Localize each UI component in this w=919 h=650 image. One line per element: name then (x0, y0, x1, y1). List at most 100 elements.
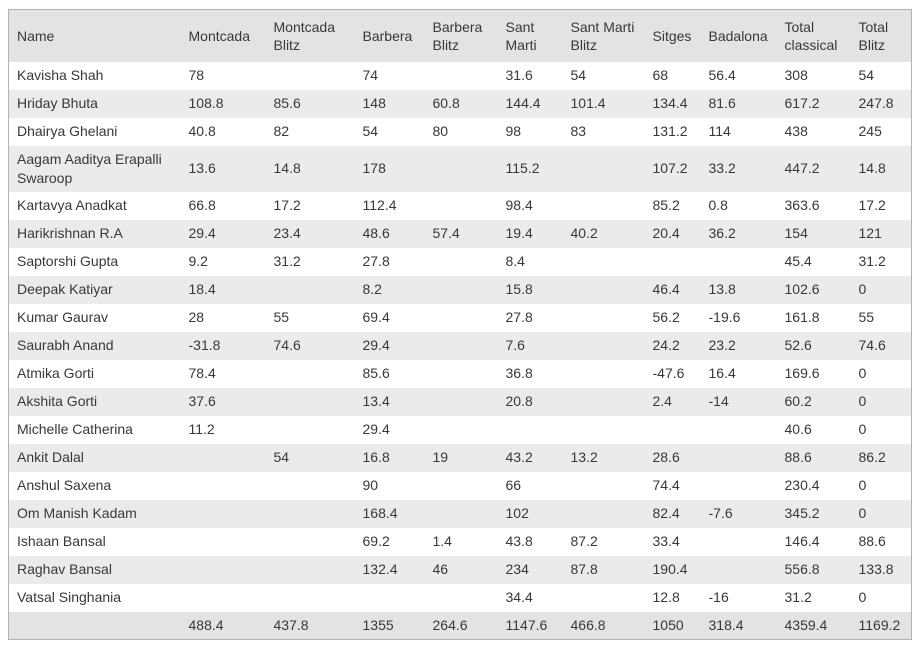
score-cell: 0.8 (708, 197, 728, 213)
score-cell: 14.8 (265, 145, 355, 192)
score-cell: 54 (265, 443, 355, 472)
score-cell: 29.4 (362, 421, 390, 437)
score-cell: 13.4 (354, 387, 425, 416)
score-cell: 0 (850, 387, 912, 416)
table-row: Deepak Katiyar 18.4 8.2 15.8 46.4 13.8 102.6 0 (8, 275, 912, 304)
score-cell: 74.6 (265, 331, 355, 360)
score-cell (355, 584, 425, 612)
score-cell: 438 (784, 123, 808, 139)
score-cell (563, 304, 645, 332)
table-row: Kartavya Anadkat 66.8 17.2 112.4 98.4 85.2 0.8… (9, 192, 912, 220)
score-cell: 13.6 (180, 145, 266, 192)
totals-row: 488.4 437.8 1355 264.6 1147.6 466.8 1050 318.4 4… (8, 611, 912, 640)
table-row: Raghav Bansal 132.4 46 234 87.8 190.4 556.8 133… (8, 555, 912, 584)
score-cell: 29.4 (180, 219, 266, 248)
score-cell (645, 248, 701, 276)
score-cell: 88.6 (776, 443, 851, 472)
player-name-cell: Ishaan Bansal (17, 533, 106, 549)
score-cell: 24.2 (644, 331, 701, 360)
score-cell: 9.2 (188, 253, 208, 269)
score-cell: 56.4 (708, 67, 736, 83)
score-cell: 8.4 (505, 253, 525, 269)
score-cell: 169.6 (784, 365, 820, 381)
score-cell: 15.8 (497, 275, 563, 304)
column-header-montcada: Montcada (180, 9, 266, 62)
score-cell (645, 416, 701, 444)
score-cell: 56.2 (652, 309, 680, 325)
score-cell (181, 584, 266, 612)
score-cell: -47.6 (652, 365, 685, 381)
player-name-cell: Akshita Gorti (8, 387, 181, 416)
total-cell: 1050 (644, 611, 701, 640)
column-header-barbera: Barbera (354, 9, 425, 62)
score-cell: 234 (497, 555, 563, 584)
score-cell (425, 62, 498, 90)
score-cell (266, 416, 355, 444)
score-cell: 308 (784, 67, 808, 83)
score-cell: 18.4 (180, 275, 266, 304)
score-cell (425, 192, 498, 220)
score-cell (563, 360, 645, 388)
score-cell (563, 248, 645, 276)
score-cell: 0 (858, 477, 867, 493)
total-cell: 318.4 (700, 611, 777, 640)
score-cell: 80 (432, 123, 449, 139)
table-body: Kavisha Shah 78 74 31.6 54 68 56.4 308 54 Hriday … (8, 62, 912, 612)
table-row: Hriday Bhuta 108.8 85.6 148 60.8 144.4 101.4 13… (8, 89, 912, 118)
score-cell (424, 331, 498, 360)
column-header-badalona: Badalona (700, 9, 777, 62)
score-cell: 46.4 (644, 275, 701, 304)
score-cell (265, 275, 355, 304)
score-cell (424, 387, 498, 416)
score-cell: 115.2 (497, 145, 563, 192)
score-cell: 98 (505, 123, 522, 139)
score-cell: 617.2 (776, 89, 851, 118)
score-cell: 133.8 (850, 555, 912, 584)
score-cell: 40.8 (188, 123, 216, 139)
score-cell: -31.8 (180, 331, 266, 360)
player-name-cell: Saurabh Anand (8, 331, 181, 360)
score-cell: 230.4 (784, 477, 820, 493)
score-cell: 33.4 (652, 533, 680, 549)
total-cell: 1147.6 (497, 611, 563, 640)
score-cell: 107.2 (644, 145, 701, 192)
score-cell: 17.2 (858, 197, 886, 213)
score-cell: 85.2 (652, 197, 680, 213)
totals-empty-cell (8, 611, 181, 640)
player-name-cell: Dhairya Ghelani (17, 123, 118, 139)
score-cell: 19.4 (497, 219, 563, 248)
table-row: Saptorshi Gupta 9.2 31.2 27.8 8.4 45.4 31.2 (9, 248, 912, 276)
score-cell: 17.2 (273, 197, 301, 213)
player-name-cell: Kavisha Shah (17, 67, 104, 83)
score-cell: 0 (850, 275, 912, 304)
table-row: Ishaan Bansal 69.2 1.4 43.8 87.2 33.4 146.4 88.… (9, 528, 912, 556)
score-cell: 161.8 (784, 309, 820, 325)
score-cell: 85.6 (362, 365, 390, 381)
player-name-cell: Harikrishnan R.A (8, 219, 181, 248)
score-cell: 54 (570, 67, 587, 83)
score-cell (563, 416, 645, 444)
score-cell (425, 304, 498, 332)
score-cell (425, 248, 498, 276)
score-cell: 27.8 (505, 309, 533, 325)
score-cell: 112.4 (362, 197, 397, 213)
score-cell: 82.4 (644, 499, 701, 528)
score-cell (425, 416, 498, 444)
score-cell: 132.4 (354, 555, 425, 584)
score-cell: 114 (708, 123, 731, 139)
score-cell: 27.8 (362, 253, 390, 269)
table-row: Aagam Aaditya Erapalli Swaroop 13.6 14.8 17… (8, 145, 912, 192)
score-cell: 247.8 (850, 89, 912, 118)
score-cell: 31.2 (784, 589, 812, 605)
table-row: Vatsal Singhania 34.4 12.8 -16 31.2 0 (9, 584, 912, 612)
score-cell: 146.4 (784, 533, 820, 549)
score-cell: 13.2 (562, 443, 645, 472)
score-cell (700, 443, 777, 472)
score-cell (701, 416, 777, 444)
score-cell: -16 (708, 589, 729, 605)
score-cell: 83 (570, 123, 587, 139)
score-cell (180, 499, 266, 528)
score-cell: 0 (858, 421, 867, 437)
column-header-barbera-blitz: Barbera Blitz (424, 9, 498, 62)
score-cell: 447.2 (776, 145, 851, 192)
